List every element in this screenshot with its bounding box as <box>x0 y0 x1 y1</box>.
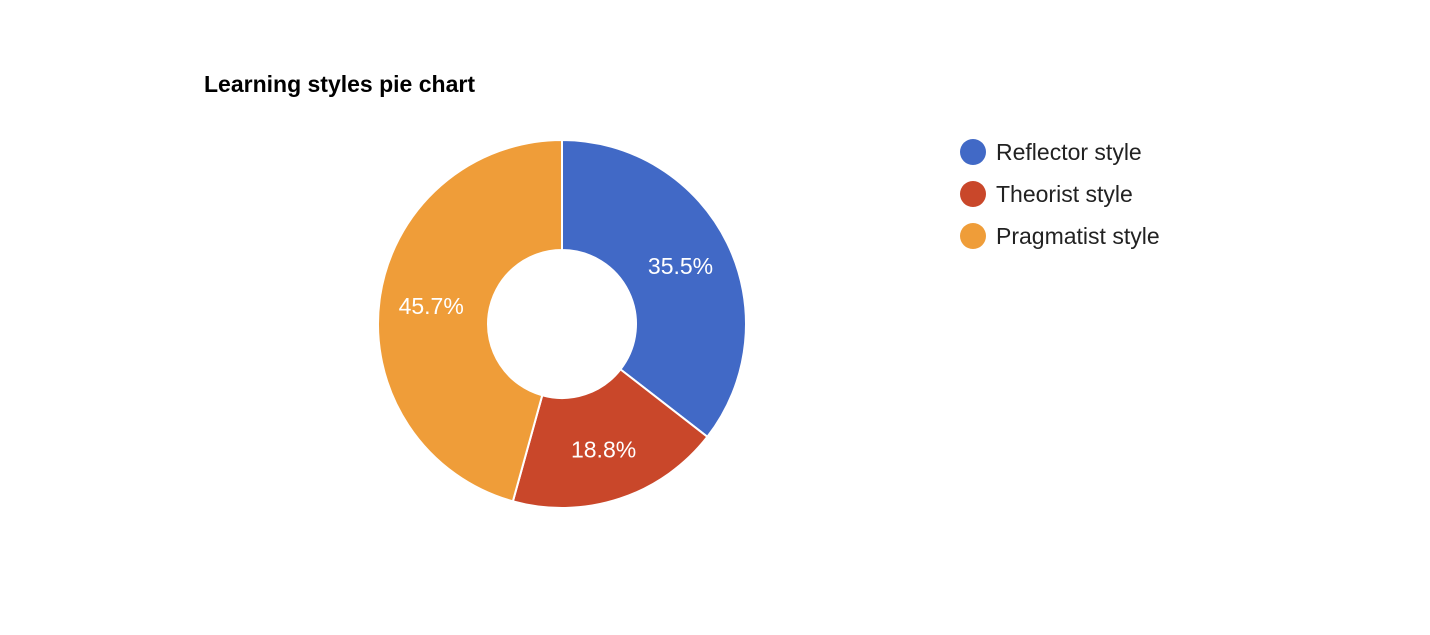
legend-item-theorist-style[interactable]: Theorist style <box>960 181 1133 207</box>
legend-label-reflector-style: Reflector style <box>996 139 1142 165</box>
legend-label-pragmatist-style: Pragmatist style <box>996 223 1160 249</box>
legend-swatch-theorist-style <box>960 181 986 207</box>
chart-title: Learning styles pie chart <box>204 71 475 97</box>
legend-item-reflector-style[interactable]: Reflector style <box>960 139 1142 165</box>
slice-reflector-style[interactable] <box>561 139 747 438</box>
slice-labels-group: 35.5% 18.8% 45.7% <box>399 253 714 462</box>
slice-theorist-style[interactable] <box>511 368 709 509</box>
legend-swatch-pragmatist-style <box>960 223 986 249</box>
legend: Reflector style Theorist style Pragmatist … <box>960 139 1160 249</box>
legend-item-pragmatist-style[interactable]: Pragmatist style <box>960 223 1160 249</box>
slices-group <box>377 139 747 509</box>
legend-label-theorist-style: Theorist style <box>996 181 1133 207</box>
slice-label-reflector-style: 35.5% <box>648 253 713 279</box>
slice-pragmatist-style[interactable] <box>377 139 563 503</box>
slice-label-pragmatist-style: 45.7% <box>399 293 464 319</box>
slice-label-theorist-style: 18.8% <box>571 436 636 462</box>
legend-swatch-reflector-style <box>960 139 986 165</box>
